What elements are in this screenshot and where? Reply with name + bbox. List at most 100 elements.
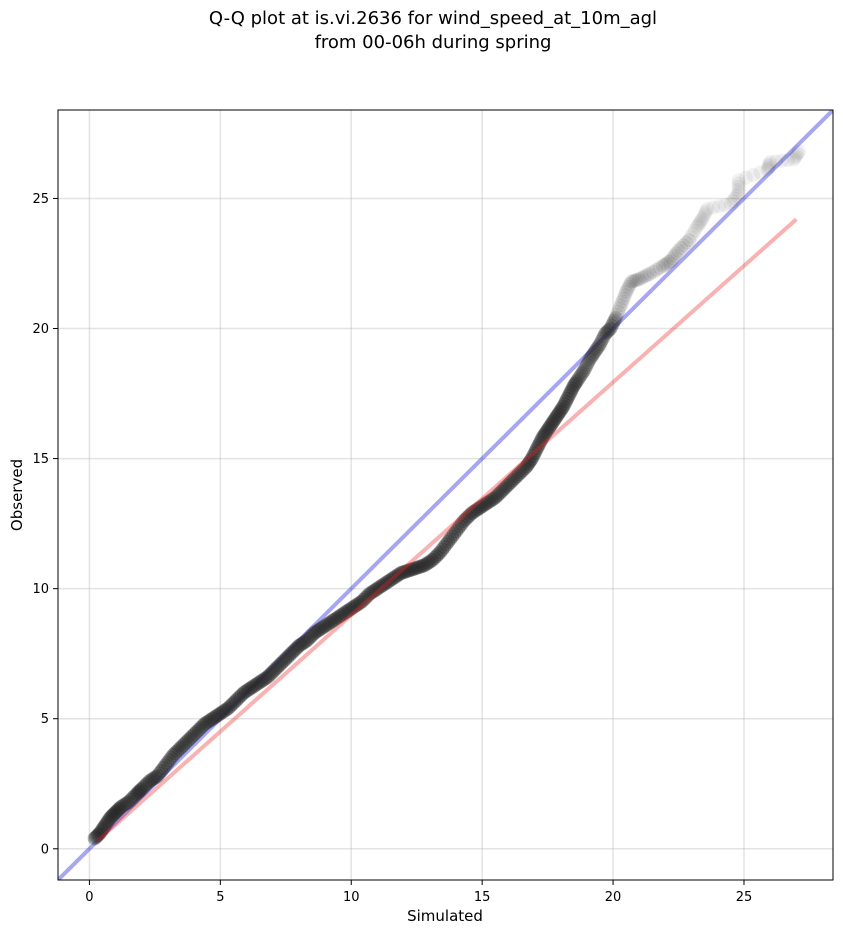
data-point <box>156 761 171 776</box>
data-point <box>331 610 346 625</box>
data-point <box>657 257 672 272</box>
data-point <box>174 740 189 755</box>
data-point <box>727 191 742 206</box>
data-point <box>181 732 196 747</box>
data-point <box>201 714 216 729</box>
data-point <box>189 724 204 739</box>
data-point <box>160 755 175 770</box>
data-point <box>513 465 528 480</box>
data-point <box>687 223 702 238</box>
data-point <box>786 152 801 167</box>
data-point <box>637 269 652 284</box>
data-point <box>620 282 635 297</box>
data-point <box>305 627 320 642</box>
data-point <box>348 598 363 613</box>
data-point <box>503 474 518 489</box>
data-point <box>168 746 183 761</box>
data-point <box>134 781 149 796</box>
data-point <box>731 179 746 194</box>
data-point <box>570 372 585 387</box>
data-point <box>482 494 497 509</box>
data-point <box>456 514 471 529</box>
data-point <box>532 435 547 450</box>
data-point <box>238 684 253 699</box>
data-point <box>268 662 283 677</box>
data-point <box>448 524 463 539</box>
data-point <box>256 672 271 687</box>
y-tick-label: 10 <box>32 582 49 597</box>
reference-line <box>58 110 833 880</box>
data-point <box>632 272 647 287</box>
data-point <box>700 201 715 216</box>
data-point <box>207 710 222 725</box>
data-point <box>725 194 740 209</box>
data-point <box>415 558 430 573</box>
data-point <box>112 801 127 816</box>
data-points <box>87 144 806 846</box>
data-point <box>195 718 210 733</box>
data-point <box>303 629 318 644</box>
data-point <box>600 324 615 339</box>
data-point <box>319 618 334 633</box>
data-point <box>649 262 664 277</box>
data-point <box>480 495 495 510</box>
data-point <box>539 424 554 439</box>
data-point <box>604 318 619 333</box>
data-point <box>130 785 145 800</box>
data-point <box>586 346 601 361</box>
data-point <box>790 146 805 161</box>
data-point <box>380 575 395 590</box>
data-point <box>289 640 304 655</box>
data-point <box>712 199 727 214</box>
data-point <box>150 768 165 783</box>
data-point <box>197 716 212 731</box>
data-point <box>158 758 173 773</box>
data-point <box>297 634 312 649</box>
data-point <box>589 342 604 357</box>
data-point <box>138 778 153 793</box>
data-point <box>240 683 255 698</box>
data-point <box>561 389 576 404</box>
data-point <box>299 633 314 648</box>
data-point <box>264 666 279 681</box>
data-point <box>346 599 361 614</box>
data-point <box>172 742 187 757</box>
data-point <box>634 270 649 285</box>
data-point <box>769 154 784 169</box>
data-point <box>458 512 473 527</box>
data-point <box>293 637 308 652</box>
data-point <box>185 728 200 743</box>
data-point <box>96 820 111 835</box>
data-point <box>699 204 714 219</box>
data-point <box>213 706 228 721</box>
data-point <box>425 553 440 568</box>
data-point <box>509 469 524 484</box>
data-point <box>689 220 704 235</box>
axis-ticks: 0 5 10 15 20 25 0 5 10 15 20 25 <box>32 192 752 905</box>
data-point <box>327 612 342 627</box>
data-point <box>496 482 511 497</box>
data-point <box>148 770 163 785</box>
y-tick-label: 20 <box>32 322 49 337</box>
data-point <box>522 455 537 470</box>
data-point <box>321 616 336 631</box>
data-point <box>585 348 600 363</box>
data-point <box>177 736 192 751</box>
x-tick-label: 15 <box>474 890 491 905</box>
data-point <box>193 720 208 735</box>
data-point <box>276 654 291 669</box>
data-point <box>301 631 316 646</box>
y-tick-label: 5 <box>41 712 49 727</box>
data-point <box>474 499 489 514</box>
data-point <box>323 615 338 630</box>
data-point <box>569 374 584 389</box>
data-point <box>581 355 596 370</box>
data-point <box>103 810 118 825</box>
plot-frame <box>57 109 834 881</box>
data-point <box>606 316 621 331</box>
data-point <box>555 401 570 416</box>
data-point <box>370 581 385 596</box>
data-point <box>731 176 746 191</box>
data-point <box>762 156 777 171</box>
data-point <box>98 818 113 833</box>
